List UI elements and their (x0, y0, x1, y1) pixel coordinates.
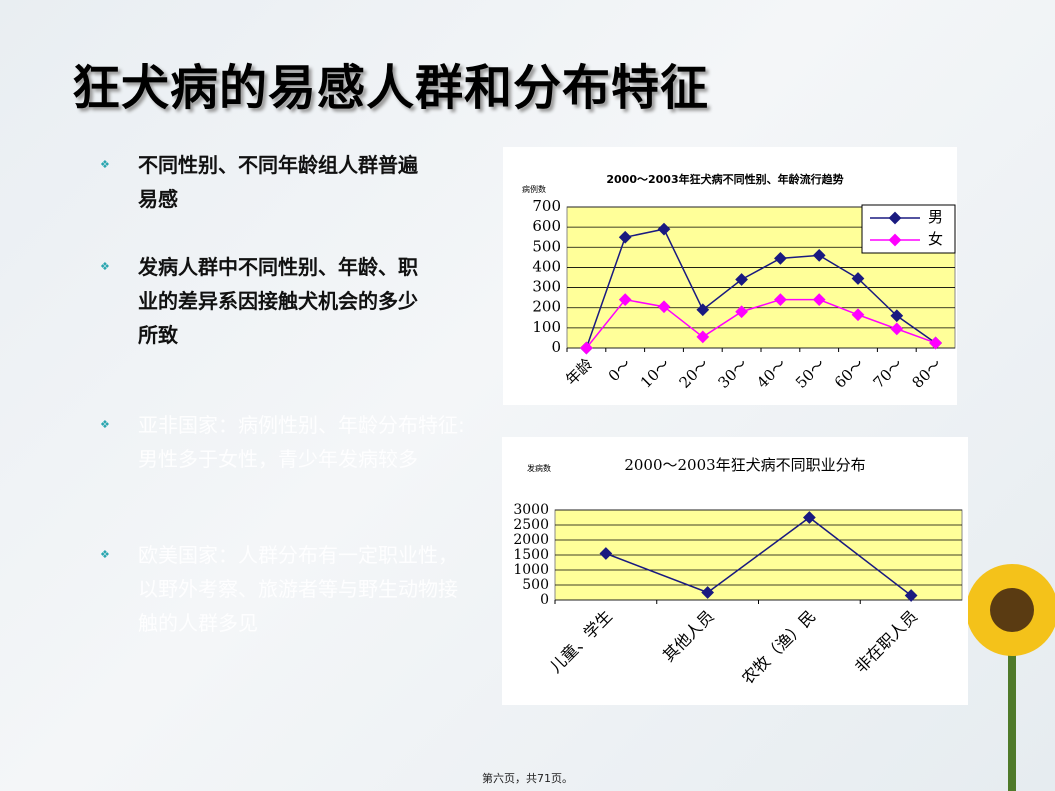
bullet: 不同性别、不同年龄组人群普遍易感 (100, 148, 418, 216)
page-footer: 第六页，共71页。 (482, 772, 573, 785)
y-tick-label: 100 (532, 318, 561, 336)
y-tick-label: 700 (532, 197, 561, 215)
y-tick-label: 3000 (513, 502, 549, 518)
y-tick-label: 500 (532, 237, 561, 255)
line (585, 298, 936, 349)
chart-title: 2000～2003年狂犬病不同性别、年龄流行趋势 (606, 172, 843, 186)
line (585, 228, 937, 349)
line (605, 516, 912, 597)
legend-label: 男 (928, 208, 943, 226)
y-tick-label: 0 (540, 592, 549, 608)
legend (861, 204, 956, 254)
bullet: 发病人群中不同性别、年龄、职业的差异系因接触犬机会的多少所致 (100, 250, 418, 352)
y-tick-label: 300 (532, 278, 561, 296)
y-tick-label: 200 (532, 298, 561, 316)
y-tick-label: 1500 (513, 547, 549, 563)
legend-label: 女 (928, 230, 943, 248)
y-axis-label: 病例数 (522, 184, 546, 194)
y-tick-label: 0 (551, 338, 561, 356)
bullet: 欧美国家：人群分布有一定职业性，以野外考察、旅游者等与野生动物接触的人群多见 (100, 538, 468, 640)
y-tick-label: 2500 (513, 517, 549, 533)
y-tick-label: 600 (532, 217, 561, 235)
slide-title: 狂犬病的易感人群和分布特征 (72, 60, 710, 116)
bullet: 亚非国家：病例性别、年龄分布特征:男性多于女性，青少年发病较多 (100, 408, 468, 476)
sunflower (966, 564, 1055, 791)
y-tick-label: 400 (532, 257, 561, 275)
y-tick-label: 500 (522, 577, 549, 593)
y-axis-label: 发病数 (527, 463, 551, 473)
y-tick-label: 1000 (513, 562, 549, 578)
y-tick-label: 2000 (513, 532, 549, 548)
chart-title: 2000～2003年狂犬病不同职业分布 (624, 456, 865, 474)
